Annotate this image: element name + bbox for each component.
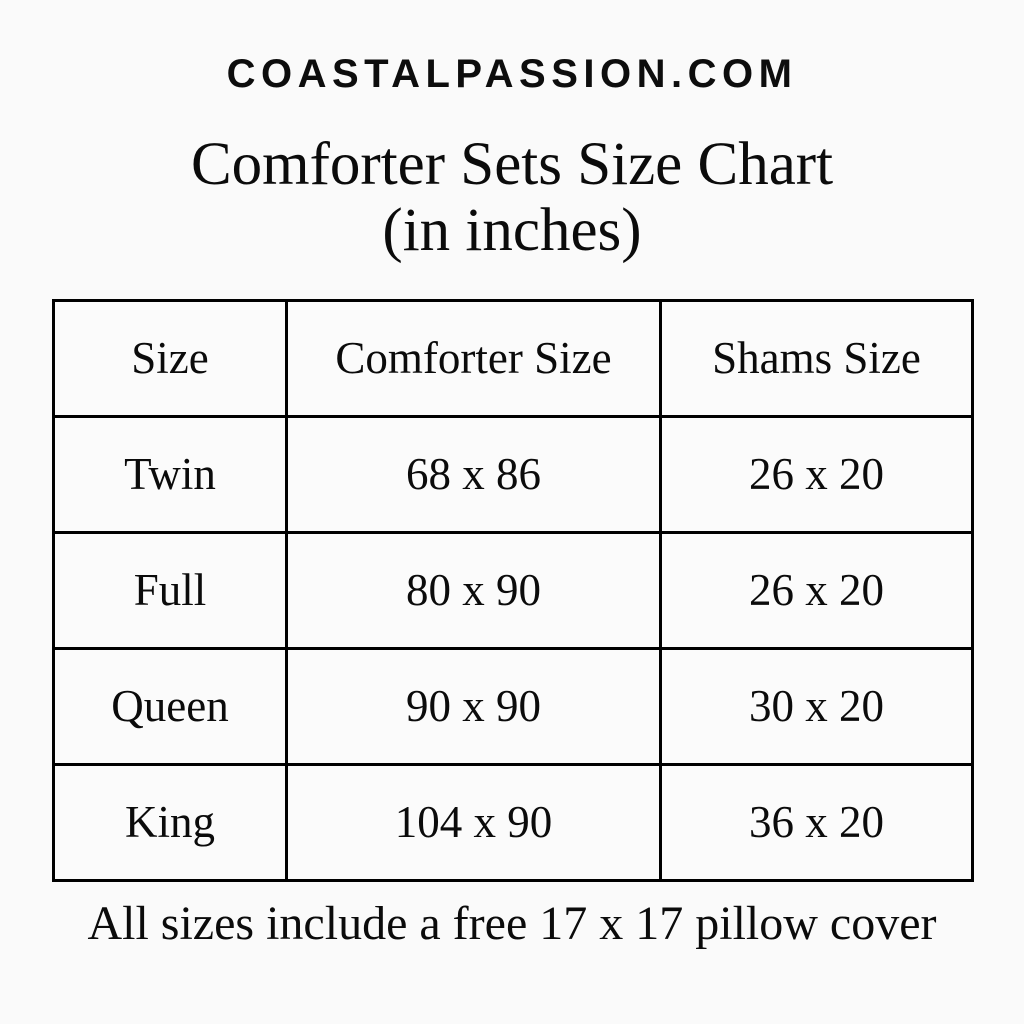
column-header-size: Size bbox=[52, 299, 288, 418]
table-row: Queen 90 x 90 30 x 20 bbox=[52, 647, 974, 766]
page-subtitle: (in inches) bbox=[382, 196, 642, 264]
comforter-size-table: Size Comforter Size Shams Size Twin 68 x… bbox=[52, 299, 974, 882]
cell-shams-size: 30 x 20 bbox=[659, 647, 974, 766]
cell-comforter-size: 68 x 86 bbox=[285, 415, 662, 534]
size-table-container: Size Comforter Size Shams Size Twin 68 x… bbox=[52, 299, 974, 882]
column-header-comforter-size: Comforter Size bbox=[285, 299, 662, 418]
cell-size-name: Queen bbox=[52, 647, 288, 766]
cell-comforter-size: 90 x 90 bbox=[285, 647, 662, 766]
table-body: Twin 68 x 86 26 x 20 Full 80 x 90 26 x 2… bbox=[52, 415, 974, 882]
table-row: Twin 68 x 86 26 x 20 bbox=[52, 415, 974, 534]
cell-shams-size: 26 x 20 bbox=[659, 415, 974, 534]
table-row: King 104 x 90 36 x 20 bbox=[52, 763, 974, 882]
cell-size-name: King bbox=[52, 763, 288, 882]
cell-shams-size: 36 x 20 bbox=[659, 763, 974, 882]
cell-size-name: Twin bbox=[52, 415, 288, 534]
pillow-cover-note: All sizes include a free 17 x 17 pillow … bbox=[87, 897, 937, 950]
cell-comforter-size: 80 x 90 bbox=[285, 531, 662, 650]
page-title: Comforter Sets Size Chart bbox=[190, 131, 834, 198]
table-row: Full 80 x 90 26 x 20 bbox=[52, 531, 974, 650]
table-header: Size Comforter Size Shams Size bbox=[52, 299, 974, 418]
chart-title-block: Comforter Sets Size Chart (in inches) bbox=[0, 132, 1024, 264]
cell-comforter-size: 104 x 90 bbox=[285, 763, 662, 882]
cell-size-name: Full bbox=[52, 531, 288, 650]
cell-shams-size: 26 x 20 bbox=[659, 531, 974, 650]
site-brand-header: COASTALPASSION.COM bbox=[226, 52, 798, 96]
table-header-row: Size Comforter Size Shams Size bbox=[52, 299, 974, 418]
column-header-shams-size: Shams Size bbox=[659, 299, 974, 418]
